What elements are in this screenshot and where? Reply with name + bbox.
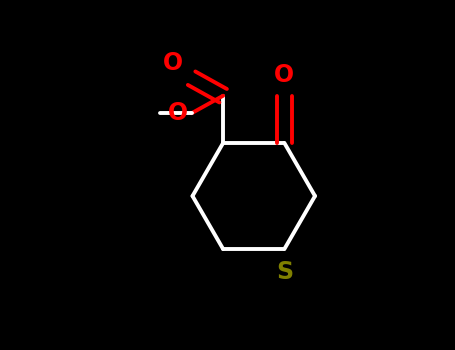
Text: S: S [276,260,293,284]
Text: O: O [163,51,183,75]
Text: O: O [168,101,188,125]
Text: O: O [274,63,294,87]
